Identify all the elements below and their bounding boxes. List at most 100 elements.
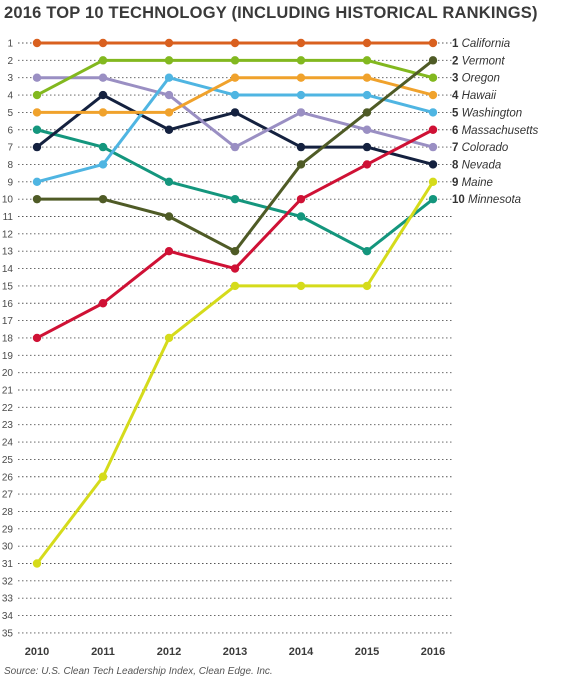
point-minnesota xyxy=(164,177,174,186)
legend-label-colorado: 7 Colorado xyxy=(452,142,509,154)
y-tick-label: 31 xyxy=(2,559,14,570)
point-hawaii xyxy=(296,73,306,82)
point-hawaii xyxy=(164,108,174,117)
y-tick-label: 25 xyxy=(2,455,14,466)
y-tick-label: 19 xyxy=(2,351,14,362)
series-line-vermont xyxy=(37,59,434,253)
y-tick-label: 4 xyxy=(7,91,13,102)
point-colorado xyxy=(230,142,240,152)
point-oregon xyxy=(296,56,306,65)
source-note: Source: U.S. Clean Tech Leadership Index… xyxy=(4,666,273,677)
point-nevada xyxy=(164,125,174,134)
point-oregon xyxy=(362,56,372,65)
y-axis-ticks: 1234567891011121314151617181920212223242… xyxy=(2,39,14,640)
point-oregon xyxy=(428,73,438,82)
y-tick-label: 3 xyxy=(7,73,13,84)
point-minnesota xyxy=(32,125,42,134)
y-tick-label: 35 xyxy=(2,628,14,639)
chart-title: 2016 TOP 10 TECHNOLOGY (INCLUDING HISTOR… xyxy=(4,4,538,22)
y-tick-label: 16 xyxy=(2,299,14,310)
legend-label-nevada: 8 Nevada xyxy=(452,159,501,171)
y-tick-label: 12 xyxy=(2,229,14,240)
legend-labels: 1 California 2 Vermont 3 Oregon 4 Hawaii 5 W… xyxy=(452,38,539,206)
point-colorado xyxy=(32,73,42,82)
point-oregon xyxy=(98,56,108,65)
gridlines xyxy=(18,42,452,634)
y-tick-label: 30 xyxy=(2,542,14,553)
point-nevada xyxy=(428,160,438,169)
y-tick-label: 29 xyxy=(2,524,14,535)
y-tick-label: 21 xyxy=(2,386,14,397)
y-tick-label: 26 xyxy=(2,472,14,483)
point-vermont xyxy=(98,194,108,204)
point-massachusetts xyxy=(32,333,42,343)
point-massachusetts xyxy=(98,299,108,308)
y-tick-label: 15 xyxy=(2,281,14,292)
point-nevada xyxy=(230,108,240,117)
x-tick-label: 2010 xyxy=(25,646,49,658)
point-oregon xyxy=(32,90,42,100)
y-tick-label: 10 xyxy=(2,195,14,206)
y-tick-label: 5 xyxy=(7,108,13,119)
y-tick-label: 23 xyxy=(2,420,14,431)
point-washington xyxy=(98,160,108,169)
y-tick-label: 24 xyxy=(2,438,14,449)
y-tick-label: 18 xyxy=(2,333,14,344)
point-nevada xyxy=(362,142,372,152)
point-maine xyxy=(32,559,42,568)
point-california xyxy=(428,38,438,48)
legend-label-washington: 5 Washington xyxy=(452,107,522,119)
point-massachusetts xyxy=(428,125,438,134)
point-california xyxy=(296,38,306,48)
legend-label-massachusetts: 6 Massachusetts xyxy=(452,125,539,137)
point-massachusetts xyxy=(362,160,372,169)
y-tick-label: 11 xyxy=(3,212,14,223)
point-hawaii xyxy=(98,108,108,117)
y-tick-label: 2 xyxy=(7,56,13,67)
x-tick-label: 2012 xyxy=(157,646,181,658)
point-massachusetts xyxy=(296,194,306,204)
point-maine xyxy=(428,177,438,186)
y-tick-label: 7 xyxy=(7,143,13,154)
point-vermont xyxy=(428,56,438,65)
point-minnesota xyxy=(230,194,240,204)
point-minnesota xyxy=(428,194,438,204)
y-tick-label: 9 xyxy=(7,177,13,188)
point-hawaii xyxy=(362,73,372,82)
point-maine xyxy=(98,472,108,481)
y-tick-label: 13 xyxy=(2,247,14,258)
point-hawaii xyxy=(428,90,438,100)
point-california xyxy=(164,38,174,48)
point-maine xyxy=(230,281,240,291)
x-tick-label: 2013 xyxy=(223,646,247,658)
point-colorado xyxy=(296,108,306,117)
point-colorado xyxy=(428,142,438,152)
y-tick-label: 32 xyxy=(2,576,14,587)
y-tick-label: 27 xyxy=(2,490,14,501)
x-tick-label: 2011 xyxy=(91,646,115,658)
x-tick-label: 2014 xyxy=(289,646,314,658)
point-washington xyxy=(362,90,372,100)
y-tick-label: 28 xyxy=(2,507,14,518)
point-washington xyxy=(164,73,174,82)
point-washington xyxy=(32,177,42,186)
y-tick-label: 1 xyxy=(7,39,13,50)
point-washington xyxy=(230,90,240,100)
point-nevada xyxy=(98,90,108,100)
point-maine xyxy=(296,281,306,291)
legend-label-hawaii: 4 Hawaii xyxy=(452,90,497,102)
y-tick-label: 6 xyxy=(7,125,13,136)
point-washington xyxy=(428,108,438,117)
y-tick-label: 17 xyxy=(2,316,14,327)
point-maine xyxy=(164,333,174,343)
point-massachusetts xyxy=(164,247,174,256)
y-tick-label: 34 xyxy=(2,611,14,622)
x-axis-ticks: 2010 2011 2012 2013 2014 2015 2016 xyxy=(25,646,445,658)
point-oregon xyxy=(164,56,174,65)
point-vermont xyxy=(230,247,240,256)
x-tick-label: 2015 xyxy=(355,646,379,658)
y-tick-label: 14 xyxy=(2,264,14,275)
y-tick-label: 33 xyxy=(2,594,14,605)
point-maine xyxy=(362,281,372,291)
